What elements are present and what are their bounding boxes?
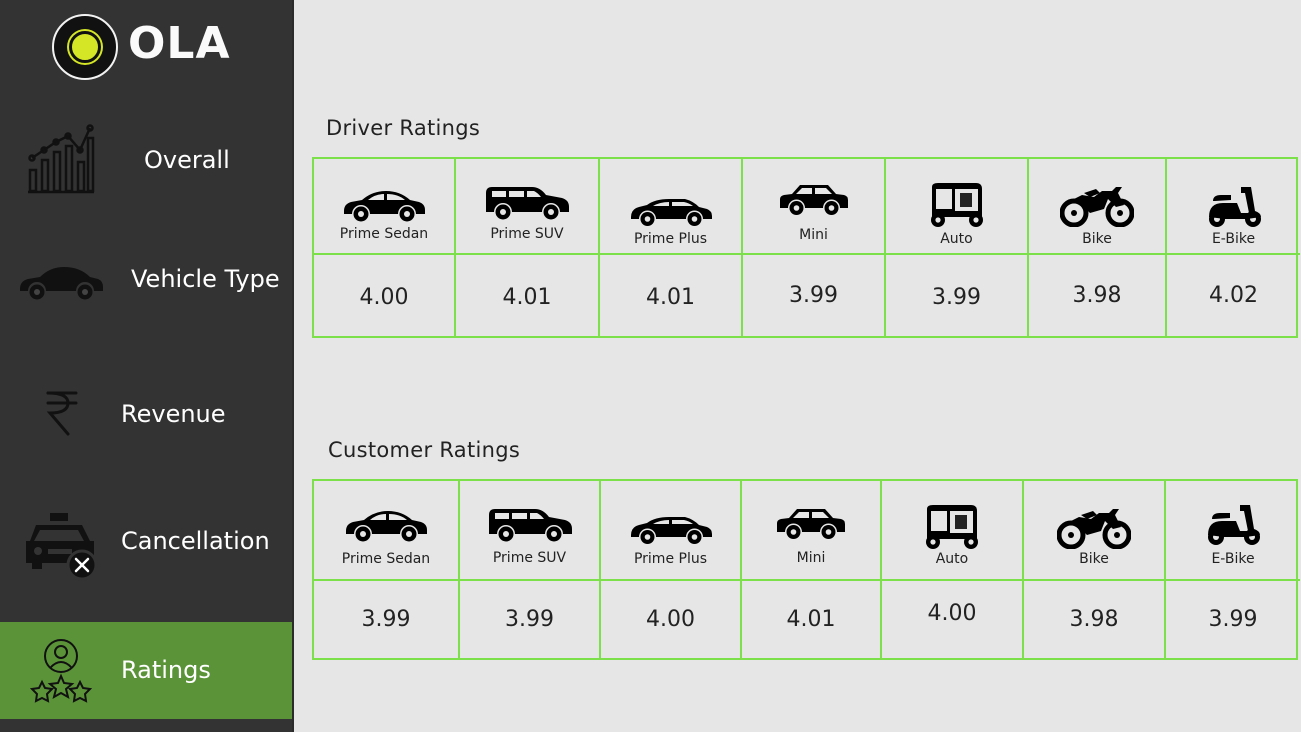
vehicle-name: Prime SUV <box>492 550 567 566</box>
driver-ratings-title: Driver Ratings <box>326 116 481 140</box>
vehicle-header-prime-suv: Prime SUV <box>460 481 601 581</box>
sidebar-divider <box>292 0 294 732</box>
vehicle-header-prime-plus: Prime Plus <box>600 159 743 255</box>
customer-ratings-table: Prime Sedan 3.99 Prime SUV 3.99 Prime Plus 4.… <box>312 479 1300 660</box>
vehicle-header-prime-suv: Prime SUV <box>456 159 600 255</box>
vehicle-name: Prime Plus <box>633 551 708 567</box>
scooter-icon <box>1205 183 1263 233</box>
vehicle-name: Prime SUV <box>490 226 564 242</box>
rupee-icon <box>46 391 78 436</box>
sidebar: OLA Overall Vehicle Type <box>0 0 292 732</box>
rating-cell-auto: 3.99 <box>886 255 1029 336</box>
vehicle-name: Bike <box>1079 551 1109 567</box>
rating-cell-prime-suv: 4.01 <box>456 255 600 336</box>
rating-value: 3.98 <box>1072 283 1122 308</box>
rating-value: 4.01 <box>646 285 695 310</box>
rating-value: 4.02 <box>1209 283 1258 308</box>
vehicle-name: Prime Sedan <box>339 226 429 242</box>
vehicle-name: Mini <box>799 227 828 243</box>
rating-cell-mini: 3.99 <box>743 255 886 336</box>
rating-value: 3.99 <box>505 607 554 632</box>
sidebar-item-label: Revenue <box>121 400 226 428</box>
scooter-icon <box>1204 501 1262 551</box>
vehicle-header-e-bike: E-Bike <box>1167 159 1300 255</box>
sedan-icon <box>342 189 426 227</box>
prime-plus-car-icon <box>629 197 713 231</box>
user-stars-icon <box>29 639 93 703</box>
sidebar-item-label: Vehicle Type <box>131 265 280 293</box>
sidebar-item-label: Overall <box>144 146 230 174</box>
rating-cell-auto: 4.00 <box>882 581 1024 658</box>
rating-value: 4.00 <box>359 285 409 310</box>
rating-value: 3.99 <box>789 283 838 308</box>
rating-value: 4.01 <box>786 607 836 632</box>
auto-rickshaw-icon <box>923 505 981 555</box>
vehicle-header-mini: Mini <box>743 159 886 255</box>
rating-cell-mini: 4.01 <box>742 581 882 658</box>
vehicle-header-auto: Auto <box>882 481 1024 581</box>
hatchback-icon <box>778 183 850 221</box>
motorbike-icon <box>1059 183 1135 231</box>
vehicle-header-bike: Bike <box>1024 481 1166 581</box>
vehicle-header-prime-plus: Prime Plus <box>601 481 742 581</box>
rating-cell-bike: 3.98 <box>1029 255 1167 336</box>
sidebar-item-revenue[interactable]: Revenue <box>0 380 292 450</box>
vehicle-header-bike: Bike <box>1029 159 1167 255</box>
vehicle-name: E-Bike <box>1211 551 1255 567</box>
car-icon <box>20 267 103 300</box>
vehicle-header-prime-sedan: Prime Sedan <box>314 481 460 581</box>
customer-ratings-title: Customer Ratings <box>328 438 521 462</box>
driver-ratings-table: Prime Sedan 4.00 Prime SUV 4.01 Prime Plus 4.… <box>312 157 1300 338</box>
sidebar-item-vehicle-type[interactable]: Vehicle Type <box>0 245 292 325</box>
ola-logo: OLA <box>52 14 242 82</box>
vehicle-name: Prime Plus <box>633 231 708 247</box>
vehicle-name: Prime Sedan <box>341 551 431 567</box>
rating-cell-prime-plus: 4.01 <box>600 255 743 336</box>
sidebar-item-ratings[interactable]: Ratings <box>0 622 292 719</box>
rating-cell-prime-plus: 4.00 <box>601 581 742 658</box>
sidebar-item-label: Ratings <box>121 656 211 684</box>
suv-icon <box>487 507 573 547</box>
rating-value: 3.99 <box>932 285 981 310</box>
taxi-cancel-icon <box>26 513 98 581</box>
rating-value: 4.00 <box>646 607 695 632</box>
rating-cell-prime-sedan: 4.00 <box>314 255 456 336</box>
rating-value: 4.00 <box>927 601 977 626</box>
prime-plus-car-icon <box>629 515 713 549</box>
sidebar-item-overall[interactable]: Overall <box>0 118 292 208</box>
rating-value: 4.01 <box>502 285 552 310</box>
growth-chart-icon <box>28 124 95 194</box>
vehicle-name: E-Bike <box>1211 231 1256 247</box>
vehicle-header-auto: Auto <box>886 159 1029 255</box>
vehicle-header-e-bike: E-Bike <box>1166 481 1300 581</box>
hatchback-icon <box>775 507 847 545</box>
vehicle-header-mini: Mini <box>742 481 882 581</box>
vehicle-name: Bike <box>1082 231 1112 247</box>
rating-value: 3.98 <box>1069 607 1119 632</box>
ola-logo-mark <box>52 14 118 80</box>
rating-value: 3.99 <box>1208 607 1258 632</box>
brand-name: OLA <box>128 18 231 69</box>
sidebar-item-cancellation[interactable]: Cancellation <box>0 505 292 585</box>
sedan-icon <box>344 509 428 547</box>
rating-cell-bike: 3.98 <box>1024 581 1166 658</box>
rating-cell-e-bike: 3.99 <box>1166 581 1300 658</box>
vehicle-name: Auto <box>935 551 969 567</box>
vehicle-name: Auto <box>940 231 973 247</box>
rating-cell-prime-suv: 3.99 <box>460 581 601 658</box>
motorbike-icon <box>1056 505 1132 553</box>
sidebar-item-label: Cancellation <box>121 527 270 555</box>
rating-value: 3.99 <box>361 607 411 632</box>
suv-icon <box>484 185 570 225</box>
auto-rickshaw-icon <box>928 183 986 233</box>
rating-cell-e-bike: 4.02 <box>1167 255 1300 336</box>
vehicle-header-prime-sedan: Prime Sedan <box>314 159 456 255</box>
vehicle-name: Mini <box>796 550 826 566</box>
rating-cell-prime-sedan: 3.99 <box>314 581 460 658</box>
